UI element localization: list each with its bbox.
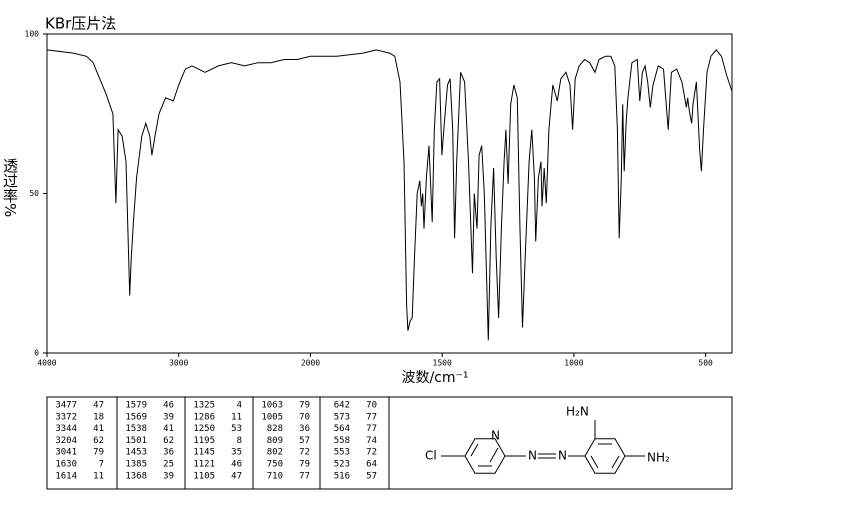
peak-transmittance: 79 bbox=[299, 401, 310, 411]
x-tick-label: 500 bbox=[698, 359, 713, 368]
peak-transmittance: 18 bbox=[93, 412, 104, 422]
peak-wavenumber: 1569 bbox=[125, 412, 147, 422]
peak-wavenumber: 1145 bbox=[193, 448, 215, 458]
peak-transmittance: 79 bbox=[93, 448, 104, 458]
peak-wavenumber: 3041 bbox=[55, 448, 77, 458]
peak-wavenumber: 1325 bbox=[193, 401, 215, 411]
peak-wavenumber: 1195 bbox=[193, 436, 215, 446]
peak-wavenumber: 1121 bbox=[193, 460, 215, 470]
peak-wavenumber: 1286 bbox=[193, 412, 215, 422]
peak-transmittance: 36 bbox=[299, 424, 310, 434]
peak-transmittance: 72 bbox=[299, 448, 310, 458]
peak-wavenumber: 1501 bbox=[125, 436, 147, 446]
peak-wavenumber: 516 bbox=[334, 471, 350, 481]
peak-transmittance: 47 bbox=[93, 401, 104, 411]
x-axis-label: 波数/cm⁻¹ bbox=[401, 370, 468, 386]
peak-wavenumber: 828 bbox=[267, 424, 283, 434]
peak-transmittance: 39 bbox=[163, 471, 174, 481]
peak-transmittance: 77 bbox=[299, 471, 310, 481]
peak-transmittance: 41 bbox=[93, 424, 104, 434]
atom-label: N bbox=[558, 449, 567, 463]
peak-wavenumber: 558 bbox=[334, 436, 350, 446]
peak-transmittance: 74 bbox=[366, 436, 377, 446]
peak-transmittance: 25 bbox=[163, 460, 174, 470]
peak-wavenumber: 573 bbox=[334, 412, 350, 422]
peak-transmittance: 57 bbox=[366, 471, 377, 481]
atom-label: NH₂ bbox=[647, 451, 670, 465]
x-tick-label: 4000 bbox=[37, 359, 56, 368]
peak-transmittance: 77 bbox=[366, 424, 377, 434]
peak-transmittance: 39 bbox=[163, 412, 174, 422]
atom-label: N bbox=[528, 449, 537, 463]
peak-transmittance: 47 bbox=[231, 471, 242, 481]
peak-wavenumber: 564 bbox=[334, 424, 350, 434]
x-tick-label: 1000 bbox=[564, 359, 583, 368]
peak-wavenumber: 1063 bbox=[261, 401, 283, 411]
peak-transmittance: 57 bbox=[299, 436, 310, 446]
peak-wavenumber: 642 bbox=[334, 401, 350, 411]
peak-wavenumber: 750 bbox=[267, 460, 283, 470]
peak-wavenumber: 3372 bbox=[55, 412, 77, 422]
peak-wavenumber: 3344 bbox=[55, 424, 77, 434]
peak-transmittance: 41 bbox=[163, 424, 174, 434]
peak-transmittance: 77 bbox=[366, 412, 377, 422]
peak-transmittance: 64 bbox=[366, 460, 377, 470]
peak-transmittance: 7 bbox=[99, 460, 104, 470]
peak-transmittance: 36 bbox=[163, 448, 174, 458]
peak-wavenumber: 3477 bbox=[55, 401, 77, 411]
peak-transmittance: 70 bbox=[299, 412, 310, 422]
peak-wavenumber: 1105 bbox=[193, 471, 215, 481]
x-tick-label: 1500 bbox=[433, 359, 452, 368]
peak-wavenumber: 802 bbox=[267, 448, 283, 458]
peak-transmittance: 53 bbox=[231, 424, 242, 434]
peak-wavenumber: 1630 bbox=[55, 460, 77, 470]
peak-transmittance: 79 bbox=[299, 460, 310, 470]
peak-wavenumber: 1368 bbox=[125, 471, 147, 481]
peak-transmittance: 46 bbox=[163, 401, 174, 411]
peak-transmittance: 62 bbox=[93, 436, 104, 446]
peak-wavenumber: 523 bbox=[334, 460, 350, 470]
peak-transmittance: 8 bbox=[237, 436, 242, 446]
atom-label: N bbox=[491, 429, 500, 443]
peak-wavenumber: 710 bbox=[267, 471, 283, 481]
atom-label: H₂N bbox=[566, 405, 589, 419]
peak-transmittance: 72 bbox=[366, 448, 377, 458]
x-tick-label: 2000 bbox=[301, 359, 320, 368]
peak-wavenumber: 809 bbox=[267, 436, 283, 446]
peak-wavenumber: 3204 bbox=[55, 436, 77, 446]
peak-wavenumber: 1579 bbox=[125, 401, 147, 411]
peak-wavenumber: 1538 bbox=[125, 424, 147, 434]
y-tick-label: 0 bbox=[34, 349, 39, 358]
peak-transmittance: 46 bbox=[231, 460, 242, 470]
spectrum-line bbox=[46, 49, 733, 341]
peak-wavenumber: 1005 bbox=[261, 412, 283, 422]
peak-wavenumber: 553 bbox=[334, 448, 350, 458]
peak-transmittance: 62 bbox=[163, 436, 174, 446]
peak-transmittance: 11 bbox=[231, 412, 242, 422]
y-tick-label: 100 bbox=[25, 30, 40, 39]
peak-wavenumber: 1385 bbox=[125, 460, 147, 470]
x-tick-label: 3000 bbox=[169, 359, 188, 368]
chart-title: KBr压片法 bbox=[45, 15, 116, 33]
peak-transmittance: 70 bbox=[366, 401, 377, 411]
peak-wavenumber: 1250 bbox=[193, 424, 215, 434]
y-axis-label: 透过率% bbox=[1, 158, 19, 218]
peak-wavenumber: 1614 bbox=[55, 471, 77, 481]
peak-transmittance: 4 bbox=[237, 401, 242, 411]
y-tick-label: 50 bbox=[29, 189, 39, 198]
peak-transmittance: 11 bbox=[93, 471, 104, 481]
structure-bonds bbox=[441, 420, 645, 474]
peak-transmittance: 35 bbox=[231, 448, 242, 458]
peak-wavenumber: 1453 bbox=[125, 448, 147, 458]
atom-label: Cl bbox=[425, 449, 437, 463]
